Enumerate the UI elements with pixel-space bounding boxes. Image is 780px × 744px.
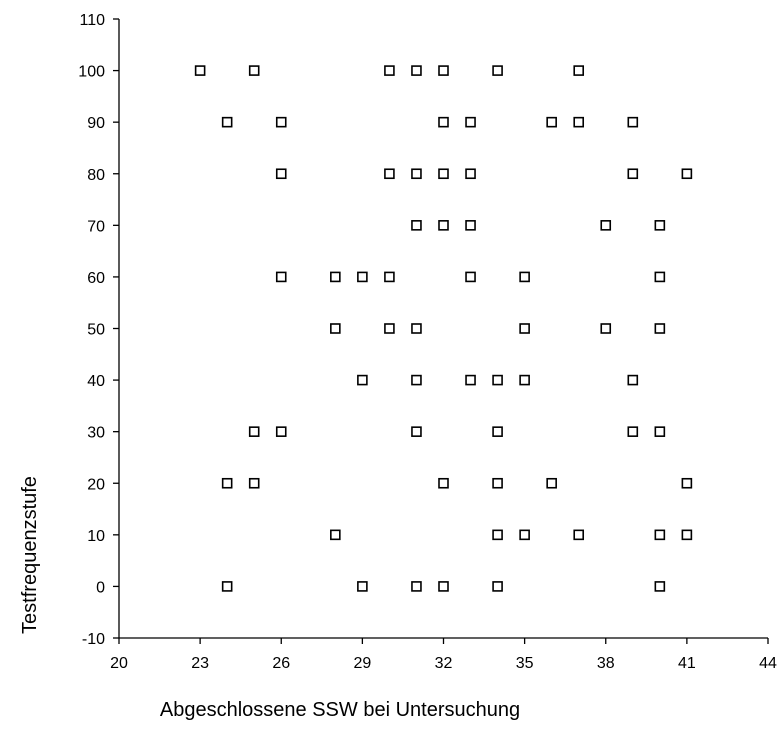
- y-axis-title: Testfrequenzstufe: [19, 476, 41, 634]
- data-point: [384, 168, 395, 180]
- data-point: [519, 529, 530, 541]
- data-point: [627, 168, 639, 180]
- data-point: [465, 168, 476, 180]
- data-point: [411, 323, 422, 334]
- data-point: [519, 323, 530, 334]
- data-point: [681, 168, 693, 180]
- y-tick-label: 30: [87, 425, 105, 442]
- data-point: [384, 323, 395, 334]
- data-point: [465, 220, 476, 231]
- data-point: [492, 426, 503, 437]
- y-tick-label: 0: [96, 579, 105, 596]
- data-point: [627, 374, 639, 386]
- x-tick-label: 44: [759, 655, 777, 672]
- data-point: [465, 116, 476, 128]
- data-point: [357, 271, 368, 283]
- data-point: [465, 374, 476, 386]
- y-tick-label: 90: [87, 115, 105, 132]
- data-point: [411, 220, 422, 231]
- data-point: [654, 529, 666, 541]
- x-axis-ticks: 20 23 26 29 32 35 38 41 44: [110, 638, 777, 672]
- data-point: [330, 323, 341, 334]
- x-tick-label: 32: [435, 655, 453, 672]
- data-point: [465, 271, 476, 283]
- y-axis-ticks: -10 0 10 20 30 40 50 60 70 80 90 100 110: [78, 12, 119, 648]
- data-point: [411, 581, 422, 592]
- y-tick-label: 50: [87, 322, 105, 339]
- data-point: [519, 271, 530, 283]
- x-tick-label: 35: [516, 655, 534, 672]
- data-point: [573, 65, 585, 76]
- data-point: [681, 529, 693, 541]
- y-tick-label: 100: [78, 64, 105, 81]
- data-point: [384, 271, 395, 283]
- y-tick-label: 60: [87, 270, 105, 287]
- data-point: [275, 168, 287, 180]
- y-tick-label: 110: [79, 12, 105, 29]
- data-point: [384, 65, 395, 76]
- data-points: [194, 65, 693, 592]
- data-point: [492, 65, 503, 76]
- data-point: [411, 65, 422, 76]
- data-point: [411, 426, 422, 437]
- data-point: [627, 426, 639, 437]
- y-tick-label: 10: [87, 528, 105, 545]
- data-point: [248, 65, 260, 76]
- data-point: [357, 581, 368, 592]
- data-point: [411, 168, 422, 180]
- data-point: [654, 426, 666, 437]
- data-point: [600, 220, 612, 231]
- y-tick-label: -10: [82, 631, 105, 648]
- x-tick-label: 23: [191, 655, 209, 672]
- data-point: [438, 220, 449, 231]
- data-point: [546, 477, 557, 489]
- data-point: [357, 374, 368, 386]
- data-point: [248, 477, 260, 489]
- data-point: [573, 116, 585, 128]
- data-point: [248, 426, 260, 437]
- y-tick-label: 40: [87, 373, 105, 390]
- data-point: [627, 116, 639, 128]
- y-tick-label: 20: [87, 476, 105, 493]
- data-point: [546, 116, 557, 128]
- y-tick-label: 70: [87, 218, 105, 235]
- data-point: [221, 581, 233, 592]
- x-tick-label: 41: [678, 655, 696, 672]
- data-point: [194, 65, 206, 76]
- x-axis-title: Abgeschlossene SSW bei Untersuchung: [160, 699, 520, 721]
- data-point: [438, 477, 449, 489]
- data-point: [411, 374, 422, 386]
- data-point: [221, 477, 233, 489]
- data-point: [654, 323, 666, 334]
- data-point: [492, 477, 503, 489]
- data-point: [654, 271, 666, 283]
- data-point: [330, 271, 341, 283]
- data-point: [438, 116, 449, 128]
- data-point: [573, 529, 585, 541]
- data-point: [654, 581, 666, 592]
- y-tick-label: 80: [87, 167, 105, 184]
- x-tick-label: 29: [353, 655, 371, 672]
- data-point: [600, 323, 612, 334]
- data-point: [519, 374, 530, 386]
- data-point: [492, 581, 503, 592]
- data-point: [681, 477, 693, 489]
- data-point: [492, 374, 503, 386]
- data-point: [275, 271, 287, 283]
- data-point: [275, 116, 287, 128]
- x-tick-label: 20: [110, 655, 128, 672]
- data-point: [221, 116, 233, 128]
- x-tick-label: 38: [597, 655, 615, 672]
- data-point: [438, 168, 449, 180]
- data-point: [438, 581, 449, 592]
- data-point: [492, 529, 503, 541]
- data-point: [330, 529, 341, 541]
- x-tick-label: 26: [272, 655, 290, 672]
- data-point: [275, 426, 287, 437]
- data-point: [654, 220, 666, 231]
- data-point: [438, 65, 449, 76]
